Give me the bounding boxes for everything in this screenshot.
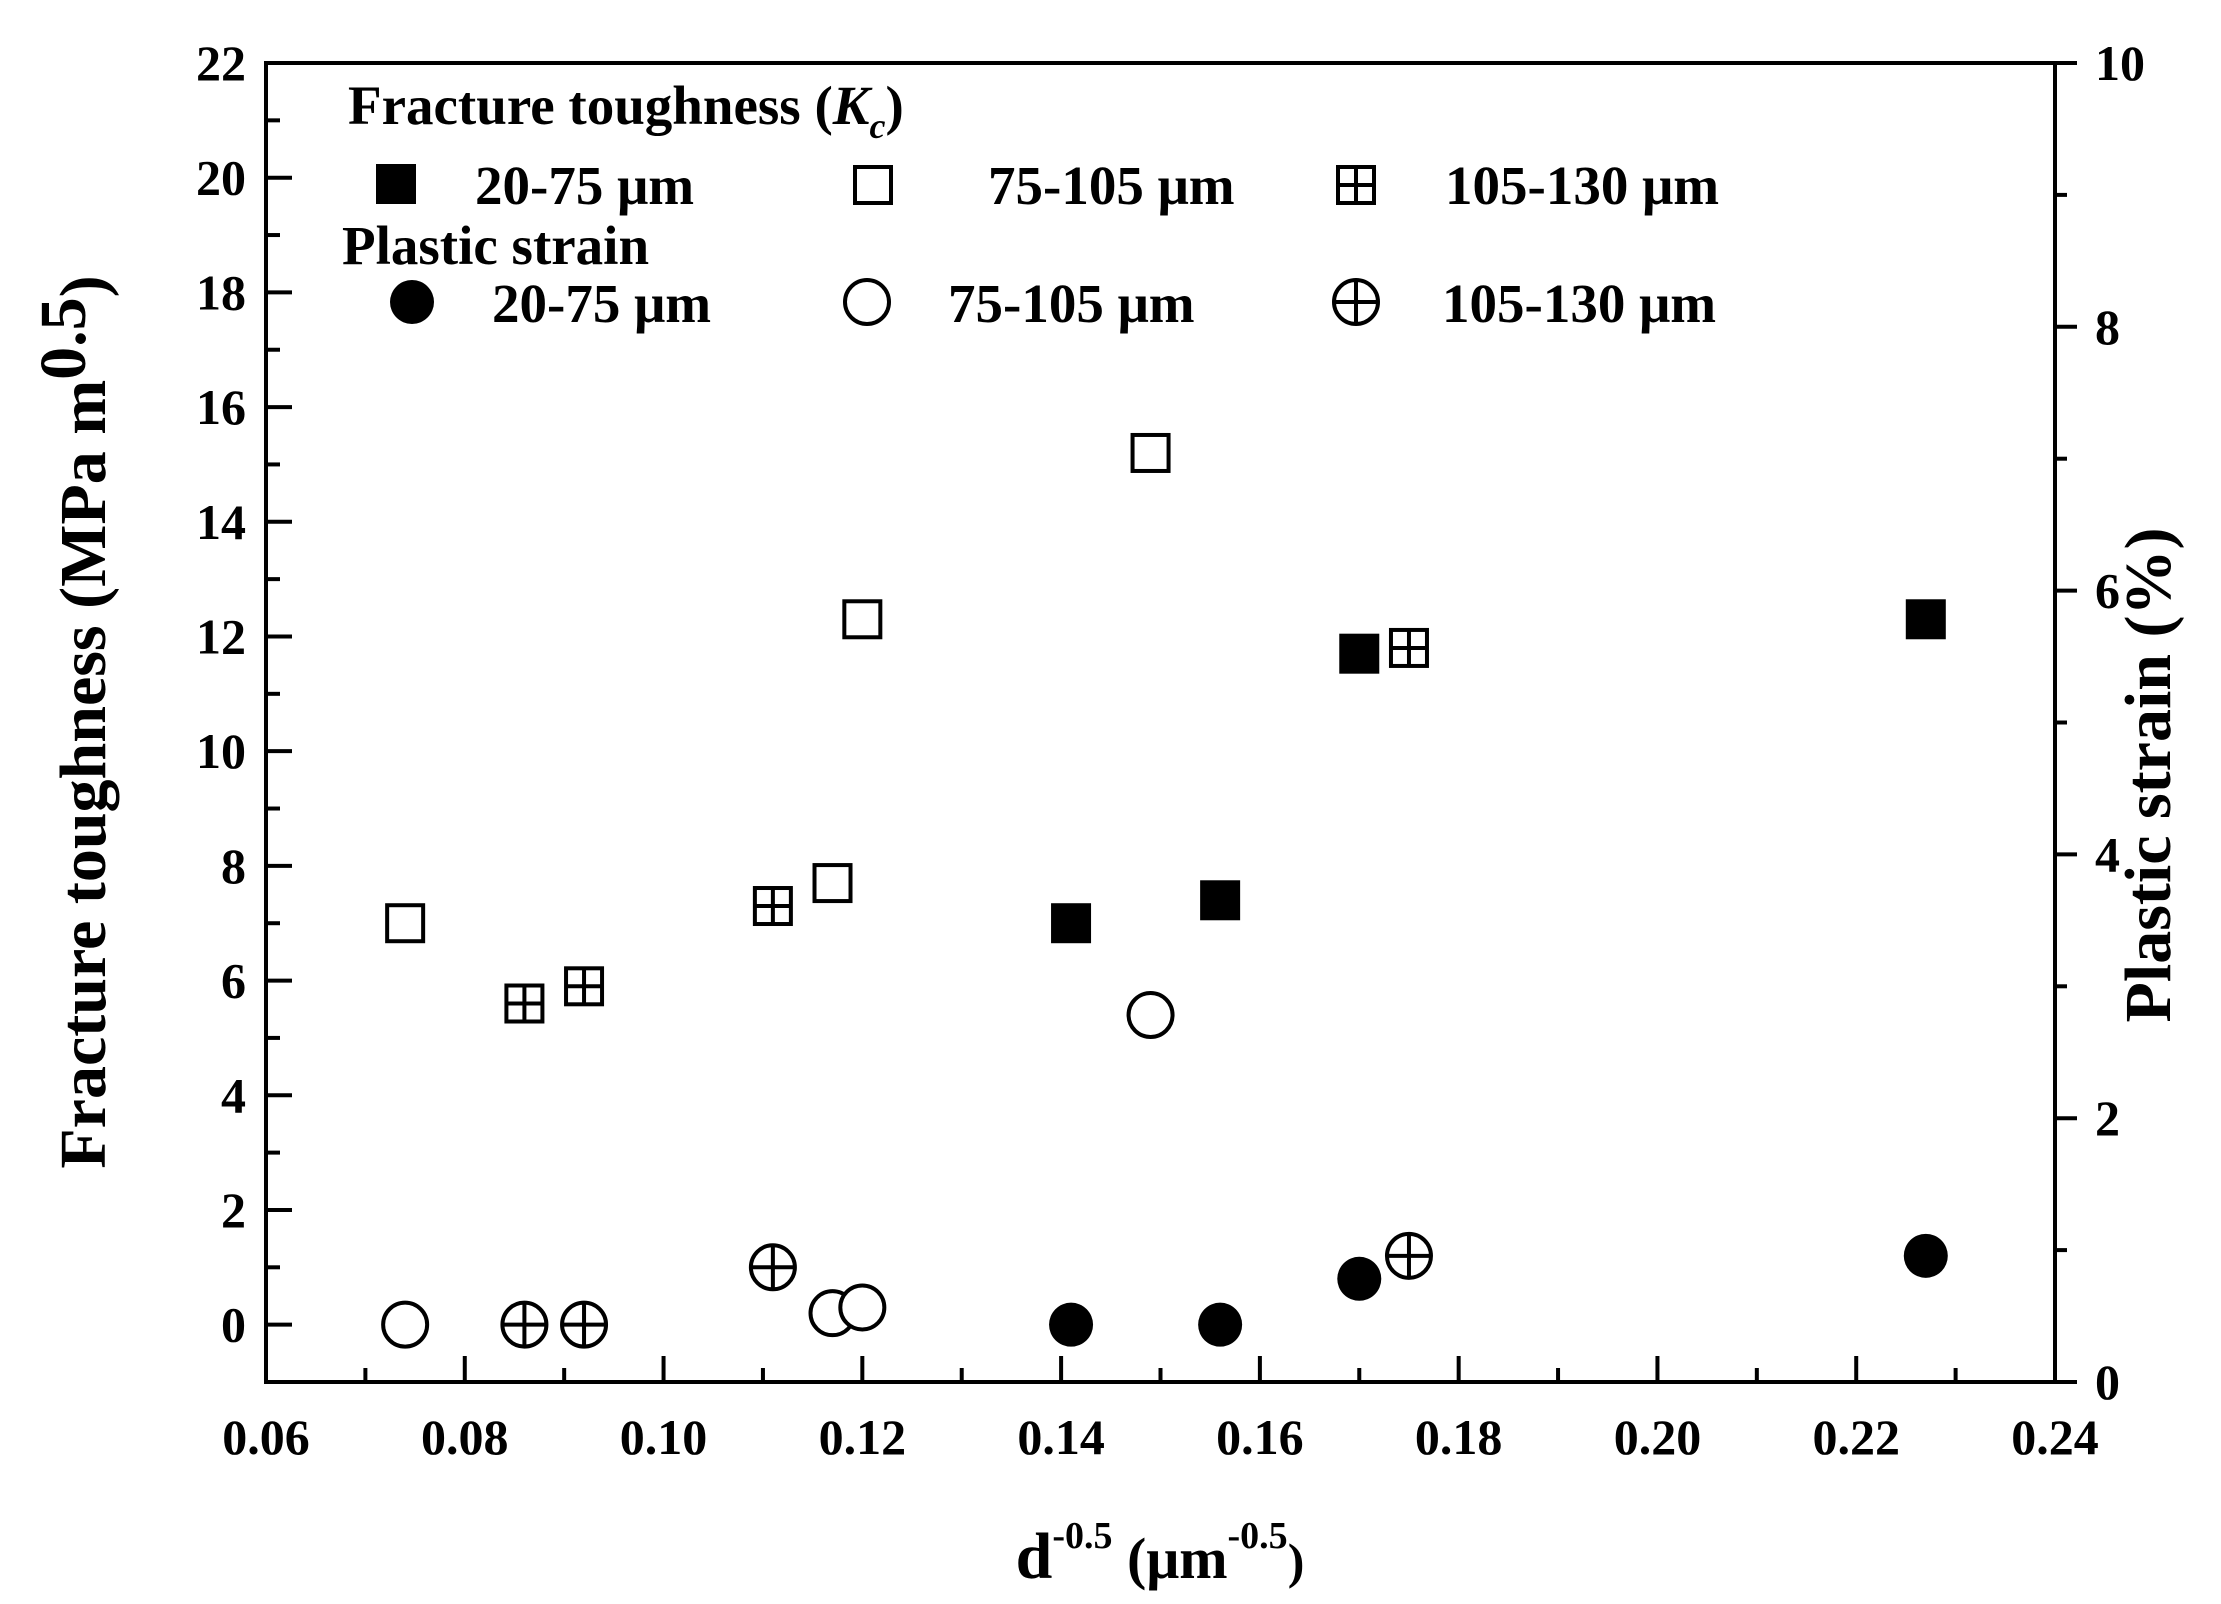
y-left-tick-label: 8	[221, 838, 246, 894]
y-left-tick-label: 22	[196, 35, 246, 91]
y-axis-left-title-exp: 0.5	[27, 297, 100, 380]
y-left-tick-label: 14	[196, 494, 246, 550]
y-right-tick-label: 2	[2095, 1090, 2120, 1146]
marker-circle-open	[838, 1283, 887, 1332]
x-tick-label: 0.10	[620, 1409, 708, 1465]
marker-circle-cross	[748, 1243, 797, 1292]
y-right-tick-label: 10	[2095, 35, 2145, 91]
x-tick-label: 0.12	[819, 1409, 907, 1465]
x-axis-title: d-0.5 (μm-0.5)	[1016, 1515, 1305, 1593]
y-right-tick-label: 4	[2095, 826, 2120, 882]
y-right-tick-label: 8	[2095, 299, 2120, 355]
marker-circle-cross	[1384, 1231, 1433, 1280]
marker-square-filled	[1200, 880, 1241, 921]
markers	[381, 432, 1948, 1349]
marker-square-filled	[1051, 903, 1092, 944]
marker-circle-filled	[1049, 1302, 1094, 1347]
legend-marker-square-cross	[1336, 165, 1376, 205]
y-axis-left-title: Fracture toughness (MPa m0.5)	[27, 275, 120, 1168]
legend-title-fracture: Fracture toughness (Kc)	[348, 75, 904, 146]
marker-square-cross	[1388, 627, 1429, 668]
x-axis-title-base: d	[1016, 1520, 1053, 1593]
marker-square-cross	[564, 966, 605, 1007]
y-left-tick-label: 2	[221, 1182, 246, 1238]
legend-title-fracture-sub: c	[869, 106, 885, 146]
tick-labels: 0.06 0.08 0.10 0.12 0.14 0.16 0.18 0.20 0.22 0.24…	[196, 35, 2145, 1465]
legend-marker-circle-cross	[1332, 278, 1380, 326]
legend-marker-square-filled	[376, 164, 416, 204]
legend: Fracture toughness (Kc) Plastic strain 2…	[342, 75, 1719, 334]
x-tick-label: 0.14	[1017, 1409, 1105, 1465]
x-tick-label: 0.16	[1216, 1409, 1304, 1465]
legend-label-circle-cross: 105-130 μm	[1442, 273, 1716, 334]
marker-square-open	[385, 903, 426, 944]
y-left-tick-label: 18	[196, 264, 246, 320]
legend-label-square-cross: 105-130 μm	[1445, 155, 1719, 216]
marker-square-cross	[504, 983, 545, 1024]
legend-label-circle-open: 75-105 μm	[948, 273, 1195, 334]
x-tick-label: 0.18	[1415, 1409, 1503, 1465]
y-axis-left-title-main: Fracture toughness (MPa m	[47, 380, 120, 1169]
y-left-tick-label: 20	[196, 150, 246, 206]
y-left-tick-label: 0	[221, 1297, 246, 1353]
legend-label-circle-filled: 20-75 μm	[492, 273, 711, 334]
marker-circle-cross	[560, 1300, 609, 1349]
x-axis-title-exp: -0.5	[1052, 1515, 1112, 1557]
marker-circle-cross	[500, 1300, 549, 1349]
x-axis-title-unit-exp: -0.5	[1228, 1515, 1288, 1557]
y-left-tick-label: 10	[196, 723, 246, 779]
x-tick-label: 0.20	[1614, 1409, 1702, 1465]
legend-label-square-open: 75-105 μm	[988, 155, 1235, 216]
legend-title-fracture-text: Fracture toughness (	[348, 75, 833, 136]
x-axis-title-close: )	[1288, 1533, 1305, 1589]
legend-marker-circle-open	[843, 278, 891, 326]
marker-square-open	[842, 599, 883, 640]
marker-square-filled	[1339, 633, 1380, 674]
x-tick-label: 0.22	[1812, 1409, 1900, 1465]
y-left-tick-label: 16	[196, 379, 246, 435]
legend-marker-square-open	[853, 165, 893, 205]
marker-square-open	[1130, 432, 1171, 473]
marker-circle-open	[1126, 990, 1175, 1039]
legend-marker-circle-filled	[390, 280, 434, 324]
legend-title-strain: Plastic strain	[342, 215, 649, 276]
marker-circle-filled	[1198, 1302, 1243, 1347]
x-axis-title-unit: (μm	[1113, 1526, 1228, 1591]
marker-square-open	[812, 863, 853, 904]
y-left-tick-label: 6	[221, 953, 246, 1009]
marker-square-cross	[752, 886, 793, 927]
legend-title-fracture-close: )	[885, 75, 903, 136]
y-left-tick-label: 12	[196, 608, 246, 664]
x-tick-label: 0.06	[222, 1409, 310, 1465]
y-left-tick-label: 4	[221, 1067, 246, 1123]
y-right-tick-label: 6	[2095, 563, 2120, 619]
marker-circle-filled	[1903, 1233, 1948, 1278]
x-tick-label: 0.24	[2011, 1409, 2099, 1465]
y-right-tick-label: 0	[2095, 1354, 2120, 1410]
marker-circle-filled	[1337, 1256, 1382, 1301]
marker-circle-open	[381, 1300, 430, 1349]
ticks	[264, 61, 2077, 1384]
legend-title-fracture-k: K	[832, 75, 873, 136]
legend-label-square-filled: 20-75 μm	[475, 155, 694, 216]
x-tick-label: 0.08	[421, 1409, 509, 1465]
y-axis-left-title-close: )	[47, 275, 120, 297]
marker-square-filled	[1905, 599, 1946, 640]
y-axis-right-title: Plastic strain (%)	[2112, 528, 2185, 1023]
